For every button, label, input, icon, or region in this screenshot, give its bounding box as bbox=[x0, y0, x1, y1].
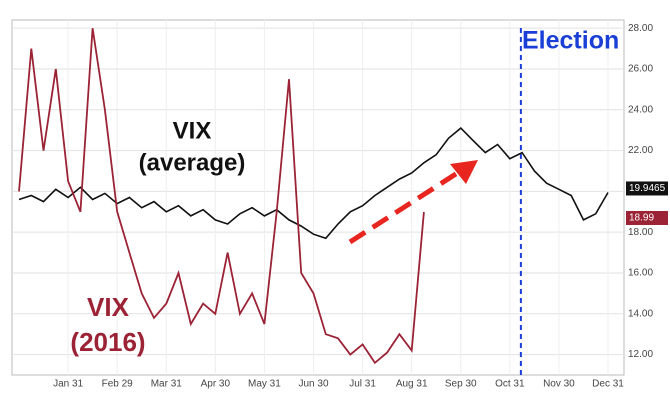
y-tick-label: 26.00 bbox=[628, 64, 653, 75]
x-tick-label: Apr 30 bbox=[201, 379, 231, 390]
last-value-box bbox=[626, 210, 668, 225]
x-tick-label: Feb 29 bbox=[102, 379, 134, 390]
y-tick-label: 18.00 bbox=[628, 227, 653, 238]
x-tick-label: Jan 31 bbox=[53, 379, 83, 390]
x-tick-label: Nov 30 bbox=[543, 379, 575, 390]
lines bbox=[18, 28, 609, 365]
annotation: Election bbox=[522, 27, 619, 55]
last-value-label: 18.99 bbox=[629, 213, 654, 224]
series-line bbox=[18, 28, 425, 365]
annotation: VIX bbox=[87, 292, 130, 322]
trend-arrow bbox=[348, 167, 464, 245]
last-value-label: 19.9465 bbox=[629, 183, 666, 194]
plot-frame bbox=[11, 19, 625, 376]
annotation: (2016) bbox=[70, 327, 145, 357]
x-tick-label: Dec 31 bbox=[592, 379, 624, 390]
y-tick-label: 22.00 bbox=[628, 145, 653, 156]
x-tick-label: Jul 31 bbox=[349, 379, 376, 390]
annotation: VIX bbox=[173, 117, 212, 144]
trend-arrow-head bbox=[450, 160, 478, 184]
annotation: (average) bbox=[139, 149, 246, 176]
x-tick-label: Oct 31 bbox=[495, 379, 525, 390]
y-tick-label: 28.00 bbox=[628, 23, 653, 34]
y-tick-label: 12.00 bbox=[628, 349, 653, 360]
y-tick-label: 24.00 bbox=[628, 104, 653, 115]
x-tick-label: May 31 bbox=[248, 379, 281, 390]
x-tick-label: Aug 31 bbox=[396, 379, 428, 390]
x-tick-label: Mar 31 bbox=[151, 379, 183, 390]
y-tick-label: 16.00 bbox=[628, 268, 653, 279]
x-tick-label: Sep 30 bbox=[445, 379, 477, 390]
last-value-box bbox=[626, 181, 668, 196]
series-line bbox=[18, 127, 609, 240]
x-tick-label: Jun 30 bbox=[298, 379, 328, 390]
y-tick-label: 14.00 bbox=[628, 308, 653, 319]
